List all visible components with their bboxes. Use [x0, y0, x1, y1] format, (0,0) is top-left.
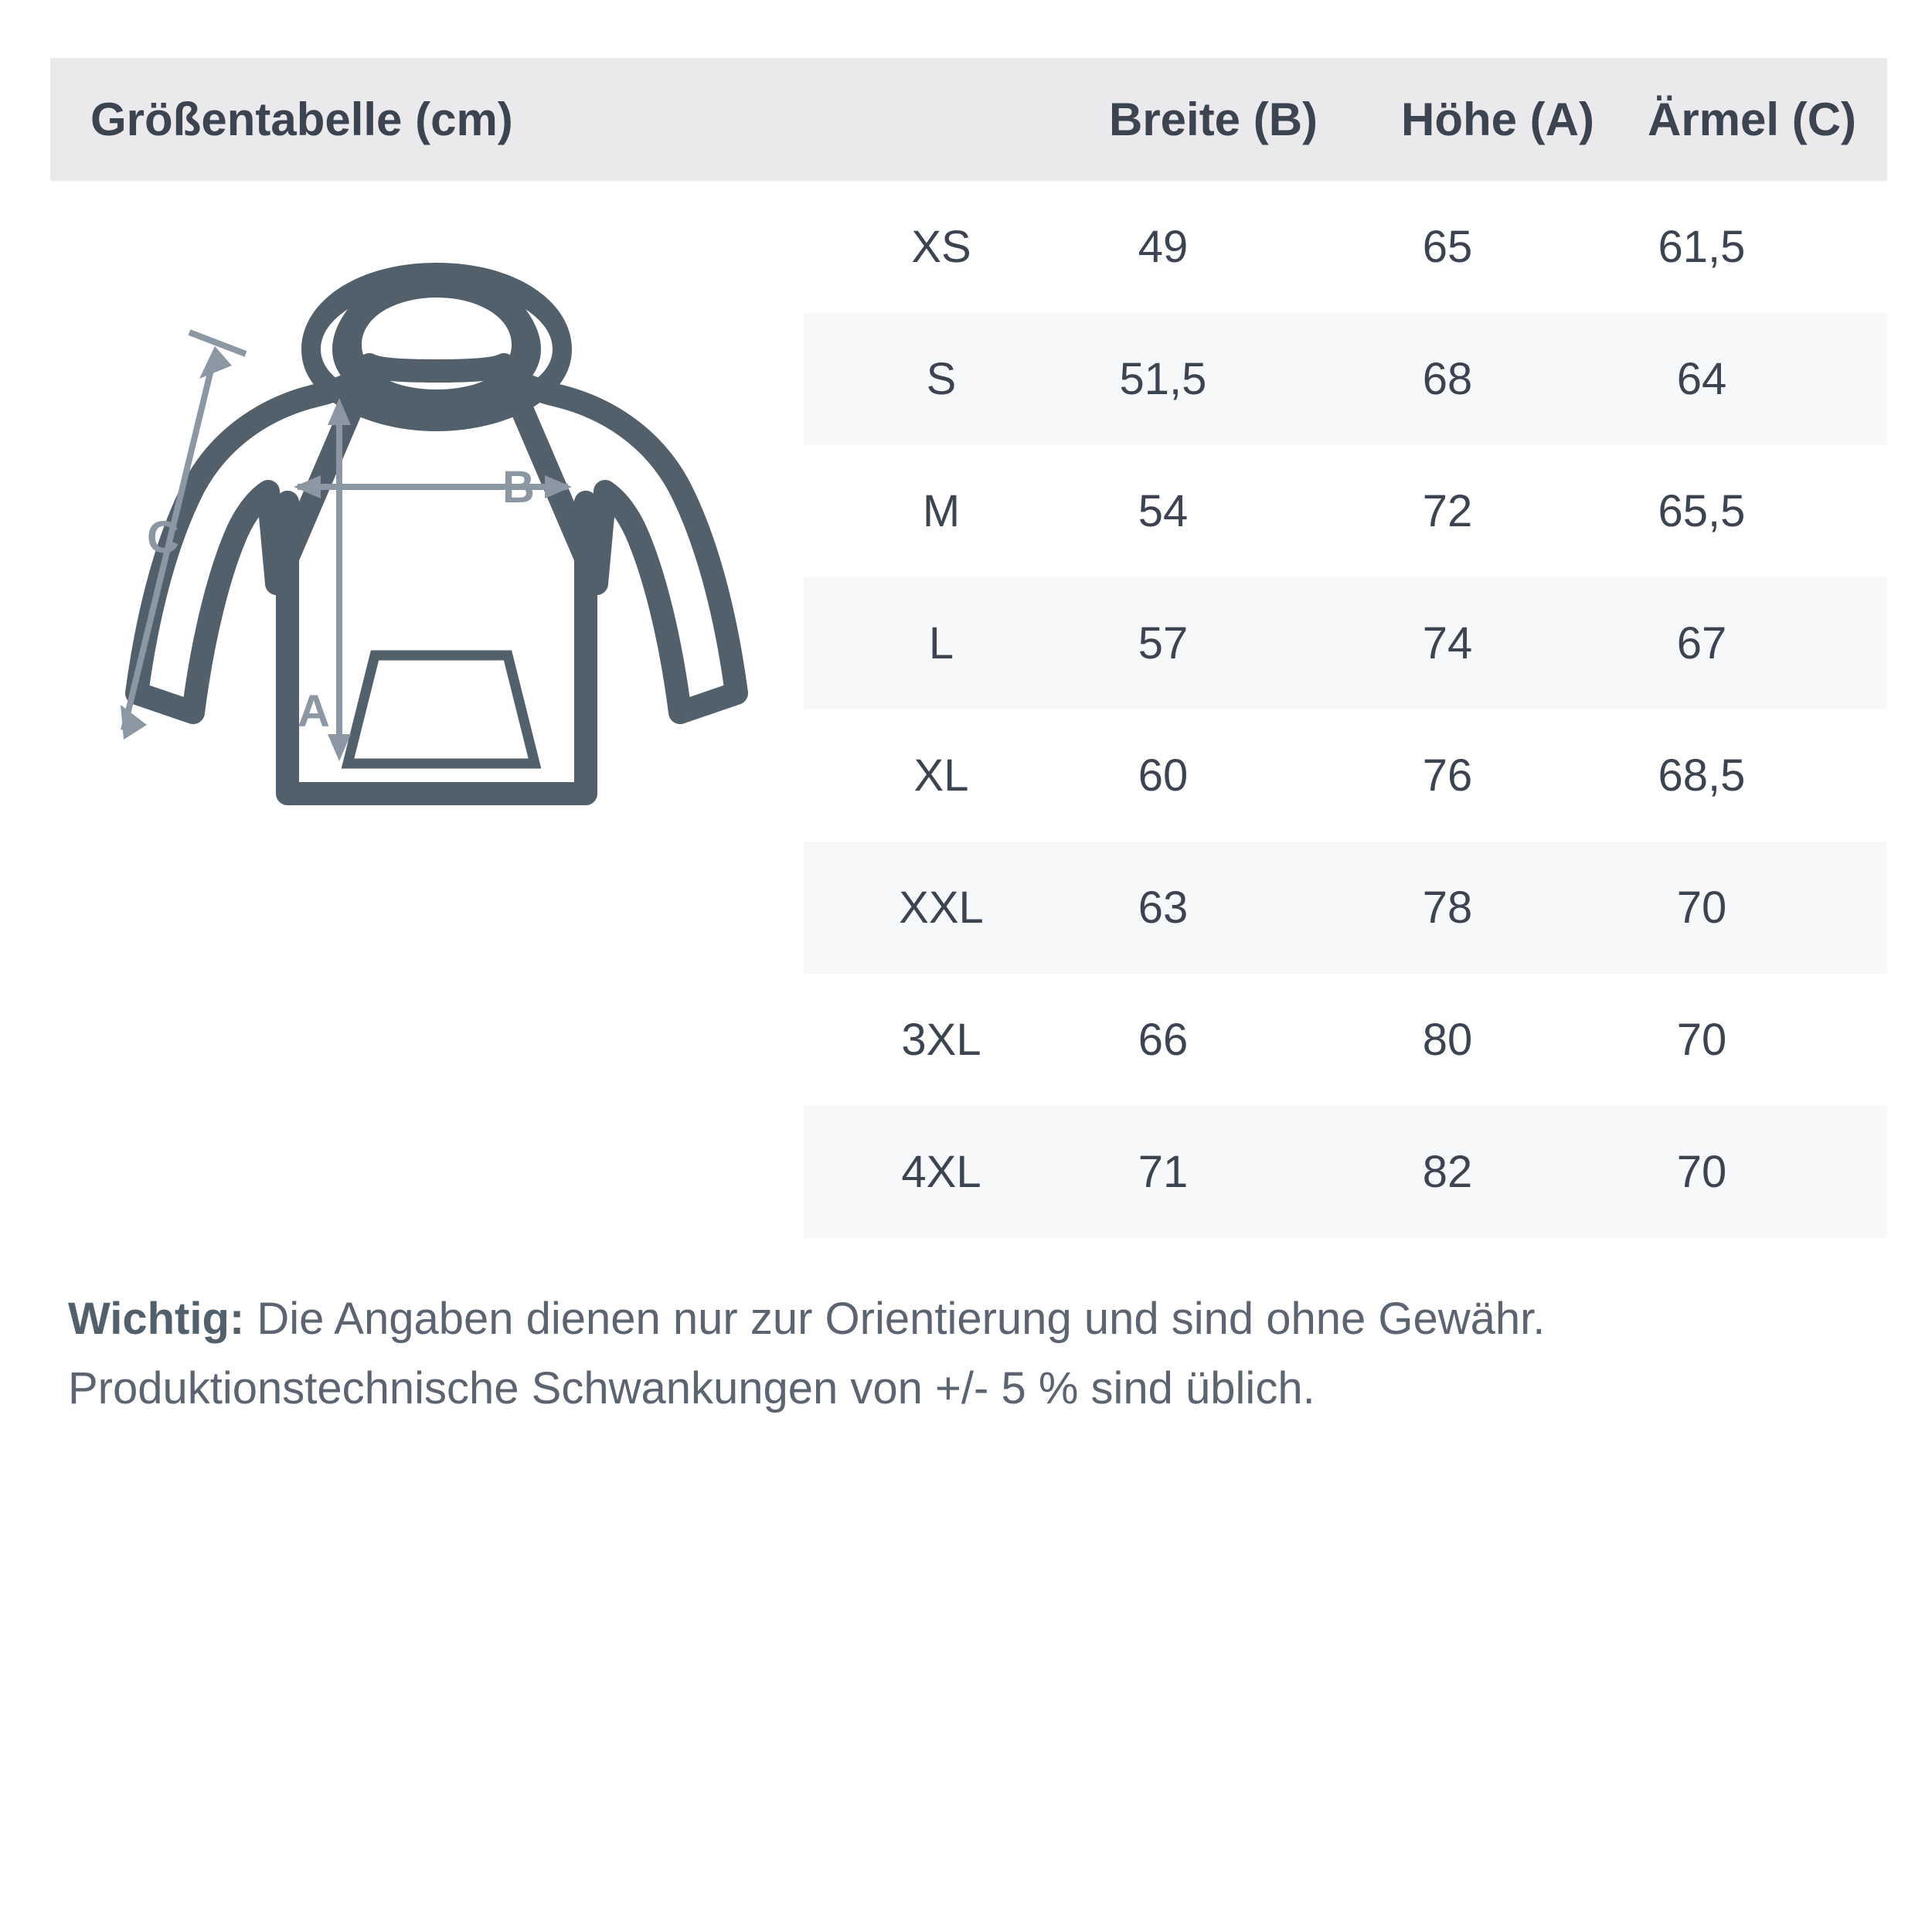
svg-text:A: A — [298, 686, 330, 736]
svg-text:B: B — [502, 462, 535, 512]
svg-text:C: C — [147, 512, 179, 563]
